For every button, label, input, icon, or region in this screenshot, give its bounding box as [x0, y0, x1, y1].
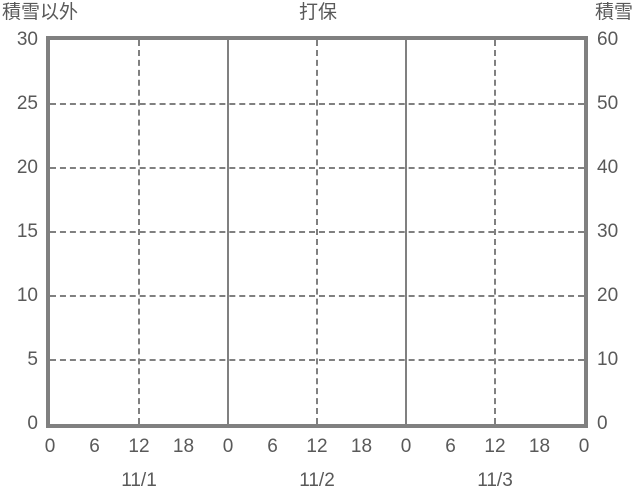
gridline-vertical [316, 40, 318, 424]
x-axis-tick-label: 12 [128, 436, 150, 457]
right-axis-tick-label: 20 [597, 285, 619, 306]
plot-gridlines [50, 40, 584, 424]
left-axis-tick-label: 30 [16, 29, 38, 50]
x-axis-date-label: 11/1 [121, 470, 157, 491]
chart-title: 打保 [298, 2, 337, 23]
x-axis-tick-label: 0 [400, 436, 412, 457]
x-axis-tick-label: 18 [172, 436, 195, 457]
right-axis-tick-label: 10 [597, 349, 619, 370]
day-separator-line [227, 40, 229, 424]
left-axis-tick-label: 20 [16, 157, 38, 178]
right-axis-tick-label: 0 [597, 413, 608, 434]
left-axis-tick-label: 0 [27, 413, 38, 434]
left-axis-tick-label: 15 [16, 221, 38, 242]
x-axis-tick-label: 12 [484, 436, 506, 457]
x-axis-tick-label: 6 [267, 436, 278, 457]
left-axis-title: 積雪以外 [2, 2, 79, 23]
x-axis-tick-label: 6 [445, 436, 456, 457]
right-axis-tick-label: 60 [597, 29, 619, 50]
x-axis-tick-label: 6 [89, 436, 100, 457]
right-axis-tick-label: 40 [597, 157, 619, 178]
x-axis-date-label: 11/3 [477, 470, 513, 491]
x-axis-date-label: 11/2 [299, 470, 335, 491]
left-axis-tick-label: 10 [16, 285, 38, 306]
left-axis-tick-label: 25 [16, 93, 38, 114]
x-axis-tick-label: 0 [44, 436, 56, 457]
gridline-vertical [494, 40, 496, 424]
right-axis-tick-label: 30 [597, 221, 619, 242]
left-axis-tick-label: 5 [27, 349, 38, 370]
right-axis-title: 積雪 [594, 2, 633, 23]
x-axis-tick-label: 18 [528, 436, 551, 457]
x-axis-tick-label: 0 [222, 436, 234, 457]
right-axis-tick-label: 50 [597, 93, 619, 114]
x-axis-tick-label: 18 [350, 436, 373, 457]
gridline-vertical [138, 40, 140, 424]
day-separator-line [405, 40, 407, 424]
plot-area [46, 36, 588, 428]
x-axis-tick-label: 12 [306, 436, 328, 457]
x-axis-tick-label: 0 [578, 436, 590, 457]
